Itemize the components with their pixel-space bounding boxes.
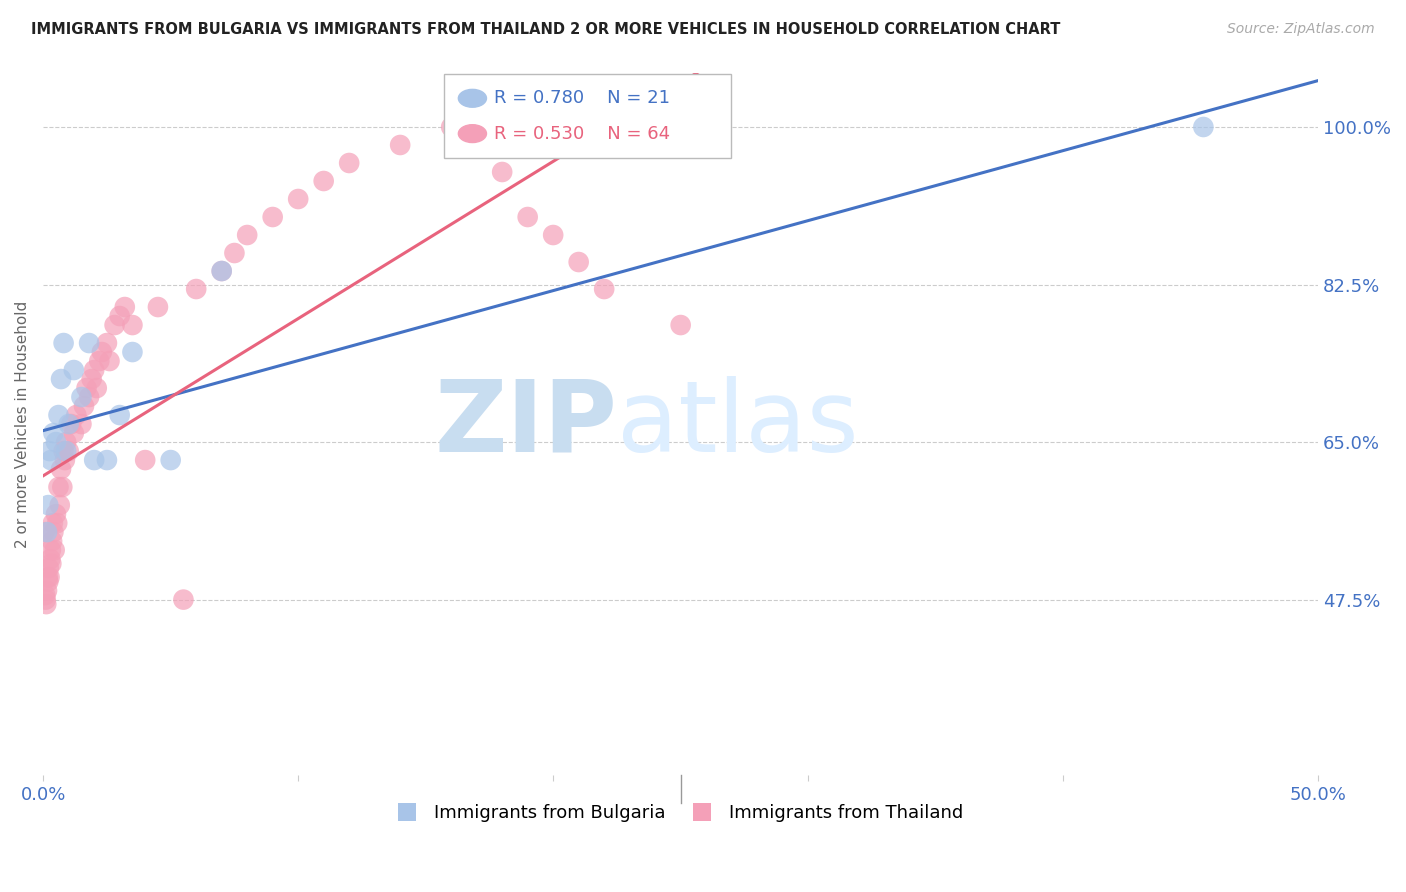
Point (37, 574, 59, 589)
Point (35, 583, 58, 598)
Point (121, 318, 143, 332)
Point (49, 498, 72, 512)
Point (77, 390, 100, 404)
Point (49, 462, 72, 476)
Point (41, 534, 63, 549)
Point (669, 318, 692, 332)
Point (389, 138, 412, 153)
Point (96, 453, 118, 467)
Point (52, 336, 75, 351)
Point (224, 246, 246, 260)
Point (337, 156, 360, 170)
Point (34, 588, 56, 602)
Point (55, 435, 77, 450)
Point (108, 408, 131, 422)
Point (83, 453, 105, 467)
Point (41, 557, 63, 571)
Point (39, 552, 62, 566)
Point (34, 525, 56, 540)
Point (73, 399, 96, 413)
Point (146, 300, 169, 314)
Point (516, 210, 538, 224)
Point (58, 444, 80, 458)
Point (186, 282, 208, 296)
Point (58, 417, 80, 431)
Point (39, 453, 62, 467)
Point (39, 543, 62, 558)
Point (45, 507, 67, 521)
Y-axis label: 2 or more Vehicles in Household: 2 or more Vehicles in Household (15, 301, 30, 548)
Point (38, 561, 60, 575)
Point (48, 408, 70, 422)
Point (108, 309, 131, 323)
Text: ZIP: ZIP (434, 376, 617, 473)
Text: R = 0.530    N = 64: R = 0.530 N = 64 (494, 125, 669, 143)
Point (55, 444, 77, 458)
Point (96, 336, 118, 351)
Point (38, 570, 60, 584)
Point (134, 453, 156, 467)
Point (80, 372, 103, 386)
Point (312, 174, 335, 188)
Point (37, 570, 59, 584)
Point (35, 525, 58, 540)
Point (104, 318, 127, 332)
Point (65, 408, 87, 422)
Point (42, 426, 65, 441)
Point (83, 363, 105, 377)
Point (121, 345, 143, 359)
Point (52, 444, 75, 458)
Text: R = 0.780    N = 21: R = 0.780 N = 21 (494, 89, 669, 107)
Point (593, 282, 616, 296)
Point (465, 138, 488, 153)
Point (70, 417, 93, 431)
Point (35, 592, 58, 607)
Text: Source: ZipAtlas.com: Source: ZipAtlas.com (1227, 22, 1375, 37)
Point (37, 498, 59, 512)
Point (491, 165, 513, 179)
Point (42, 516, 65, 530)
Point (45, 435, 67, 450)
Point (262, 210, 284, 224)
Point (60, 417, 83, 431)
Point (48, 480, 70, 494)
Point (46, 516, 69, 530)
Point (287, 192, 309, 206)
Point (98, 354, 121, 368)
Point (89, 354, 111, 368)
Point (62, 426, 84, 441)
Point (440, 120, 463, 134)
Point (114, 300, 136, 314)
Point (172, 592, 194, 607)
Point (568, 255, 591, 269)
Point (62, 363, 84, 377)
Point (236, 227, 259, 242)
Point (159, 453, 181, 467)
Text: atlas: atlas (617, 376, 859, 473)
Point (35, 597, 58, 611)
Point (51, 480, 73, 494)
Point (541, 227, 564, 242)
Point (77, 336, 100, 351)
Legend: Immigrants from Bulgaria, Immigrants from Thailand: Immigrants from Bulgaria, Immigrants fro… (391, 796, 970, 830)
Point (49, 372, 72, 386)
Point (211, 264, 233, 278)
Point (76, 381, 98, 395)
Point (44, 543, 66, 558)
Text: IMMIGRANTS FROM BULGARIA VS IMMIGRANTS FROM THAILAND 2 OR MORE VEHICLES IN HOUSE: IMMIGRANTS FROM BULGARIA VS IMMIGRANTS F… (31, 22, 1060, 37)
Point (1192, 120, 1215, 134)
Point (90, 345, 112, 359)
Point (86, 381, 108, 395)
Point (38, 444, 60, 458)
Point (211, 264, 233, 278)
Point (53, 453, 76, 467)
Point (70, 390, 93, 404)
Point (42, 525, 65, 540)
